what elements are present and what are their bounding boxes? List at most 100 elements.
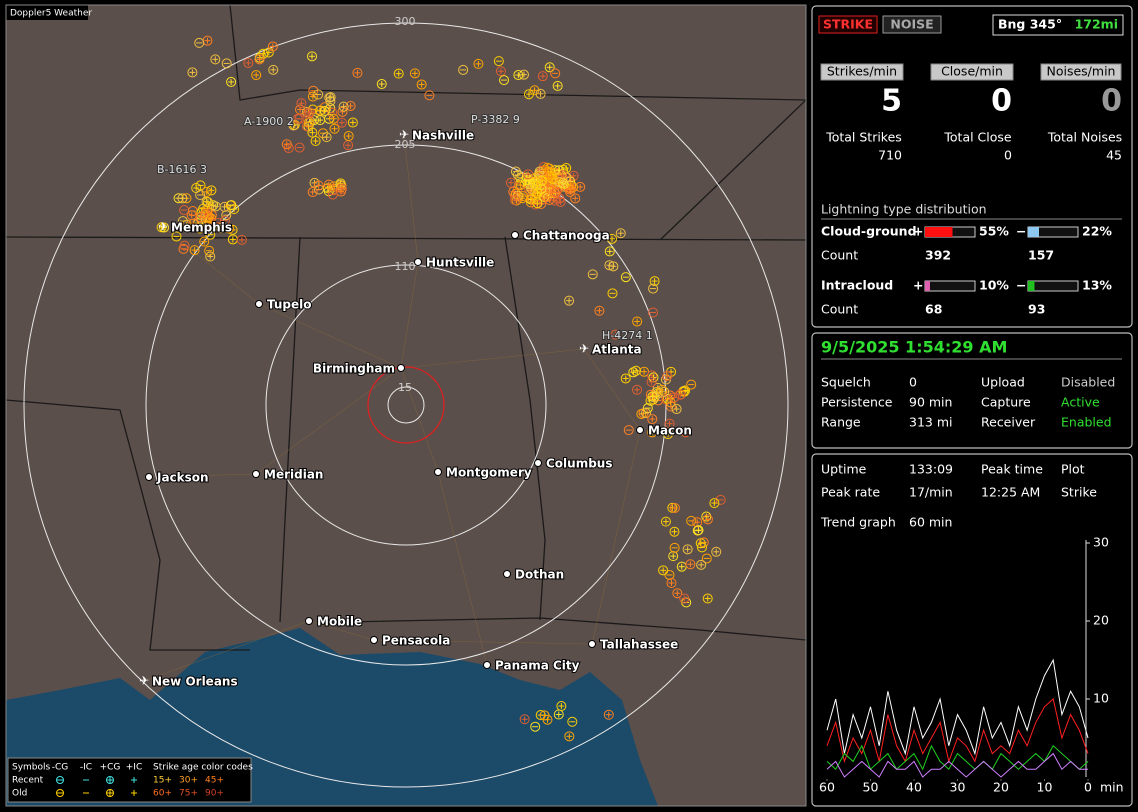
- strike-symbol: [345, 100, 356, 111]
- strike-ring: [345, 100, 356, 111]
- strike-ring: [686, 515, 697, 526]
- strike-ring: [393, 68, 404, 79]
- rate-value: 5: [881, 84, 902, 119]
- range-label: 205: [395, 138, 416, 151]
- x-tick-label: 30: [950, 780, 966, 795]
- strike-symbol: [532, 198, 543, 209]
- strike-symbol: [662, 371, 673, 382]
- strike-ring: [669, 392, 680, 403]
- stat-cell: Strike: [1061, 485, 1097, 500]
- city-dot: [636, 426, 644, 434]
- strike-symbol: [210, 54, 221, 65]
- strike-ring: [543, 181, 554, 192]
- city-label: Pensacola: [382, 634, 450, 648]
- city-dot: [252, 470, 260, 478]
- rate-label[interactable]: Close/min: [941, 64, 1003, 79]
- strike-symbol: [647, 414, 658, 425]
- strike-symbol: [537, 175, 548, 186]
- strike-symbol: [327, 107, 338, 118]
- trend-line: [826, 658, 1089, 756]
- stat-cell: Uptime: [821, 462, 867, 477]
- strike-ring: [513, 70, 524, 81]
- rate-button[interactable]: [820, 63, 904, 81]
- strike-ring: [549, 187, 560, 198]
- trend-graph: 10 20 30 60 50 40 30 20 10 0 min: [819, 535, 1124, 795]
- strike-symbol: [685, 559, 696, 570]
- bearing-box: [992, 14, 1124, 36]
- strike-ring: [318, 128, 329, 139]
- rate-label[interactable]: Noises/min: [1047, 64, 1116, 79]
- strike-symbol: [675, 389, 686, 400]
- info-cell: Disabled: [1061, 375, 1115, 390]
- strike-symbol: [195, 189, 206, 200]
- legend: Symbols -CG -IC +CG +IC Strike age color code…: [7, 757, 253, 803]
- strike-symbol: [587, 269, 598, 280]
- strike-ring: [194, 37, 205, 48]
- strike-ring: [620, 373, 631, 384]
- strike-symbol: [304, 107, 315, 118]
- strike-ring: [205, 251, 216, 262]
- strike-symbol: [543, 181, 554, 192]
- strike-symbol: [204, 245, 215, 256]
- rate-button[interactable]: [1040, 63, 1122, 81]
- strike-ring: [564, 295, 575, 306]
- noise-button-label[interactable]: NOISE: [890, 17, 933, 32]
- info-cell: Receiver: [981, 415, 1036, 430]
- city-label: Nashville: [412, 129, 474, 143]
- legend-row: Recent: [12, 776, 44, 786]
- strike-ring: [608, 261, 619, 272]
- stat-cell: Trend graph: [820, 515, 896, 530]
- strike-symbol: [632, 384, 643, 395]
- strike-symbol: [669, 502, 680, 513]
- strike-ring: [550, 68, 561, 79]
- strike-ring: [557, 170, 568, 181]
- x-tick-label: 0: [1084, 780, 1092, 795]
- strike-ring: [327, 107, 338, 118]
- strike-symbol: [307, 91, 318, 102]
- strike-ring: [313, 89, 324, 100]
- noise-button[interactable]: [882, 15, 942, 34]
- strike-symbol: [715, 494, 726, 505]
- city-label: Meridian: [264, 468, 323, 482]
- strike-symbol: [226, 200, 237, 211]
- strike-ring: [607, 233, 618, 244]
- strike-ring: [607, 288, 618, 299]
- strike-button-label[interactable]: STRIKE: [823, 17, 873, 32]
- strike-ring: [692, 525, 703, 536]
- strike-ring: [524, 175, 535, 186]
- city-dot: [305, 617, 313, 625]
- strike-ring: [537, 71, 548, 82]
- strike-ring: [221, 210, 232, 221]
- datetime: 9/5/2025 1:54:29 AM: [821, 338, 1007, 357]
- strike-ring: [541, 191, 552, 202]
- strike-ring: [669, 526, 680, 537]
- strike-symbol: [195, 212, 206, 223]
- strike-symbol: [567, 716, 578, 727]
- strike-symbol: [493, 56, 504, 67]
- strike-ring: [254, 54, 265, 65]
- strike-symbol: [307, 51, 318, 62]
- strike-ring: [267, 41, 278, 52]
- stats-panel: [811, 5, 1133, 328]
- strike-symbol: [303, 109, 314, 120]
- rate-label[interactable]: Strikes/min: [827, 64, 897, 79]
- strike-ring: [570, 193, 581, 204]
- strike-symbol: [319, 106, 330, 117]
- strike-symbol: [473, 58, 484, 69]
- strike-symbol: [564, 295, 575, 306]
- strike-button[interactable]: [818, 15, 878, 34]
- strike-symbol: [416, 79, 427, 90]
- strike-symbol: [177, 193, 188, 204]
- strike-symbol: [669, 526, 680, 537]
- city-label: Huntsville: [426, 256, 494, 270]
- rate-button[interactable]: [930, 63, 1014, 81]
- strike-ring: [352, 67, 363, 78]
- legend-row: Old: [12, 789, 27, 799]
- sign: −: [1016, 224, 1026, 239]
- count-label: Count: [821, 248, 858, 263]
- strike-symbol: [544, 62, 555, 73]
- strike-ring: [210, 201, 221, 212]
- strike-ring: [188, 218, 199, 229]
- strike-ring: [310, 135, 321, 146]
- strike-symbol: [570, 193, 581, 204]
